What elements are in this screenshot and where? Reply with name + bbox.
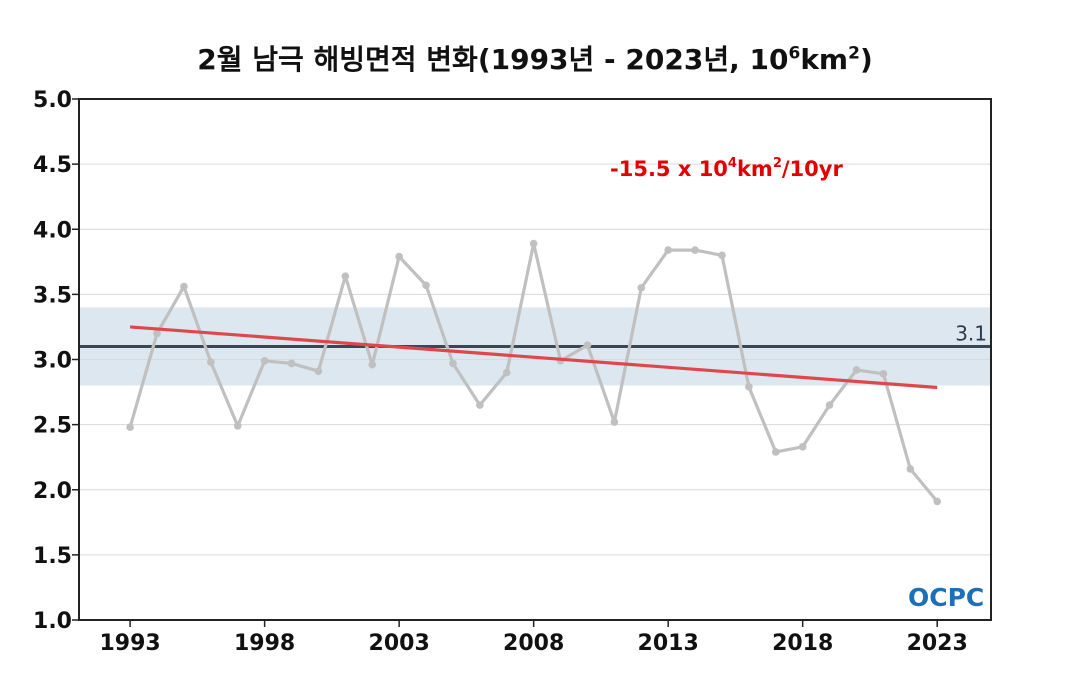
- data-point: [825, 401, 834, 409]
- chart-title: 2월 남극 해빙면적 변화(1993년 - 2023년, 106km2): [0, 38, 1070, 78]
- y-tick-label: 5.0: [33, 88, 72, 113]
- data-point: [476, 401, 484, 409]
- x-tick-label: 2008: [503, 631, 564, 656]
- y-tick-label: 3.0: [33, 349, 72, 374]
- data-point: [153, 329, 161, 338]
- data-point: [691, 246, 699, 254]
- ocpc-logo: OCPC: [908, 583, 984, 612]
- data-point: [745, 383, 753, 391]
- title-unit: km: [800, 43, 849, 76]
- title-text: 2월 남극 해빙면적 변화(1993년 - 2023년, 10: [197, 43, 789, 76]
- y-tick-label: 1.5: [33, 544, 72, 569]
- y-tick-label: 4.0: [33, 218, 72, 243]
- x-tick-label: 2023: [907, 631, 968, 656]
- trend-annotation-exp-2: 2: [773, 156, 782, 171]
- data-point: [314, 367, 323, 376]
- data-point: [664, 246, 672, 254]
- data-point: [260, 357, 269, 365]
- x-tick-label: 2003: [369, 631, 430, 656]
- data-point: [798, 442, 807, 451]
- data-point: [207, 358, 215, 366]
- x-tick-label: 1998: [234, 631, 295, 656]
- data-point: [422, 281, 430, 290]
- x-tick-label: 1993: [99, 631, 160, 656]
- data-point: [906, 465, 915, 473]
- title-exponent-2: 2: [848, 43, 860, 64]
- data-point: [233, 422, 242, 430]
- trend-line: [129, 325, 938, 390]
- data-point: [395, 252, 403, 261]
- trend-annotation-suffix: /10yr: [782, 157, 844, 181]
- data-point: [879, 370, 888, 378]
- trend-annotation: -15.5 x 104km2/10yr: [610, 156, 843, 181]
- trend-annotation-unit: km: [737, 157, 773, 181]
- x-tick-label: 2013: [638, 631, 699, 656]
- title-close: ): [859, 43, 873, 76]
- data-point: [529, 239, 538, 248]
- data-point: [368, 360, 377, 369]
- data-point: [287, 359, 296, 368]
- y-tick-label: 4.5: [33, 153, 72, 178]
- data-point: [852, 366, 861, 374]
- trend-annotation-exp: 4: [728, 156, 737, 171]
- data-point: [449, 359, 457, 368]
- x-tick-label: 2018: [772, 631, 833, 656]
- data-point: [180, 282, 188, 291]
- data-point: [637, 284, 646, 292]
- trend-annotation-prefix: -15.5 x 10: [610, 157, 728, 181]
- y-tick-label: 2.0: [33, 479, 72, 504]
- y-tick-label: 1.0: [33, 609, 72, 634]
- data-point: [583, 341, 592, 349]
- data-point: [502, 368, 511, 377]
- data-point: [771, 448, 780, 456]
- y-tick-label: 2.5: [33, 414, 72, 439]
- data-point: [610, 418, 619, 426]
- logo-text: OCPC: [908, 583, 984, 612]
- y-tick-label: 3.5: [33, 283, 72, 308]
- data-point: [126, 423, 134, 432]
- title-exponent: 6: [788, 43, 801, 64]
- data-point: [718, 251, 726, 260]
- data-point: [341, 272, 350, 280]
- reference-label: 3.1: [955, 321, 987, 345]
- data-point: [933, 497, 941, 506]
